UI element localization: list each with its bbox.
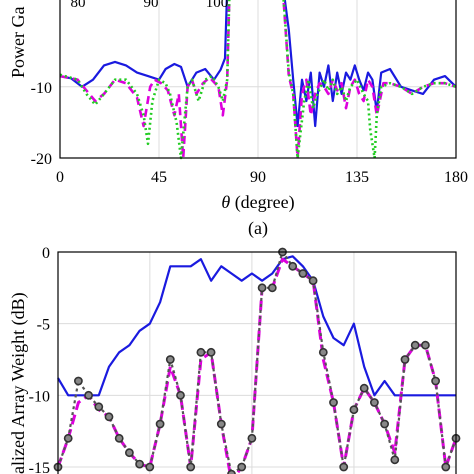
chart-b-marker	[380, 419, 389, 429]
chart-b-marker	[145, 462, 155, 472]
chart-a-annotation-100: 100	[206, 0, 229, 11]
chart-b-marker	[369, 398, 379, 407]
chart-b-marker	[135, 459, 144, 469]
chart-a-ytick-label: -20	[31, 151, 52, 168]
chart-b-marker	[63, 433, 73, 443]
chart-b-marker	[186, 462, 196, 472]
chart-a-series-line-2	[59, 0, 457, 160]
chart-a-xtick-label: 135	[345, 169, 369, 186]
chart-a-xlabel-symbol: θ	[221, 192, 230, 212]
chart-b-marker	[227, 469, 236, 474]
chart-a-tick-labels: 0 45 90 135 180 -10 -20	[31, 80, 468, 186]
chart-b-marker	[84, 390, 93, 400]
chart-b-series-line-1	[57, 255, 456, 397]
chart-b-frame	[57, 251, 457, 474]
chart-b-marker	[298, 269, 308, 278]
chart-a-annotation-90: 90	[144, 0, 159, 11]
chart-a-series	[59, 0, 457, 160]
panel-label: (a)	[248, 218, 268, 239]
chart-a-xlabel-unit: (degree)	[235, 192, 295, 213]
chart-a-series-line-1	[59, 0, 457, 128]
chart-b-marker	[308, 276, 318, 286]
chart-b-marker	[155, 419, 165, 429]
chart-b-marker	[349, 405, 359, 415]
chart-a: 0 45 90 135 180 -10 -20 80 90 100 Power Ga θ (…	[8, 0, 468, 239]
chart-b-series-line-3	[56, 250, 458, 474]
chart-a-xtick-label: 0	[56, 169, 64, 186]
chart-b-marker	[400, 355, 410, 364]
chart-b-marker	[124, 448, 134, 458]
chart-b-marker	[359, 383, 369, 393]
chart-b-marker	[339, 462, 349, 472]
chart-b-marker	[206, 347, 216, 357]
chart-b-ytick-label: -15	[29, 460, 50, 474]
chart-b-marker	[410, 340, 420, 350]
chart-b-marker	[104, 412, 114, 422]
chart-b-tick-labels: 0 -5 -10 -15	[29, 245, 50, 474]
chart-a-xtick-label: 180	[444, 169, 468, 186]
chart-b-marker	[237, 462, 247, 472]
chart-b-ylabel: alized Array Weight (dB)	[8, 292, 29, 474]
chart-b-marker	[267, 283, 277, 293]
chart-a-series-line-3	[59, 0, 457, 160]
chart-b-marker	[74, 376, 83, 386]
chart-b: 0 -5 -10 -15 alized Array Weight (dB)	[8, 245, 461, 474]
chart-a-ylabel: Power Ga	[8, 7, 28, 78]
chart-b-ytick-label: 0	[42, 245, 50, 262]
chart-b-marker	[288, 261, 298, 271]
chart-b-marker	[257, 283, 267, 293]
chart-b-marker	[329, 398, 338, 407]
chart-b-ytick-label: -10	[29, 388, 50, 405]
chart-b-marker	[318, 347, 328, 357]
chart-b-marker	[431, 376, 440, 386]
chart-b-marker	[196, 347, 206, 357]
chart-a-xtick-label: 90	[250, 169, 266, 186]
chart-a-annotation-80: 80	[71, 0, 86, 11]
chart-a-ytick-label: -10	[31, 80, 52, 97]
chart-b-ytick-label: -5	[37, 317, 50, 334]
chart-b-marker	[216, 419, 226, 429]
chart-a-xtick-label: 45	[151, 169, 167, 186]
chart-b-series	[53, 247, 461, 474]
chart-a-xlabel: θ (degree)	[221, 192, 294, 213]
chart-a-frame	[59, 0, 457, 159]
chart-b-marker	[247, 433, 257, 443]
chart-b-marker	[94, 402, 104, 412]
chart-b-marker	[390, 455, 400, 465]
chart-b-marker	[176, 390, 185, 400]
chart-b-marker	[165, 355, 175, 364]
chart-b-marker	[114, 433, 124, 443]
chart-b-marker	[420, 340, 430, 350]
chart-b-marker	[441, 462, 451, 472]
